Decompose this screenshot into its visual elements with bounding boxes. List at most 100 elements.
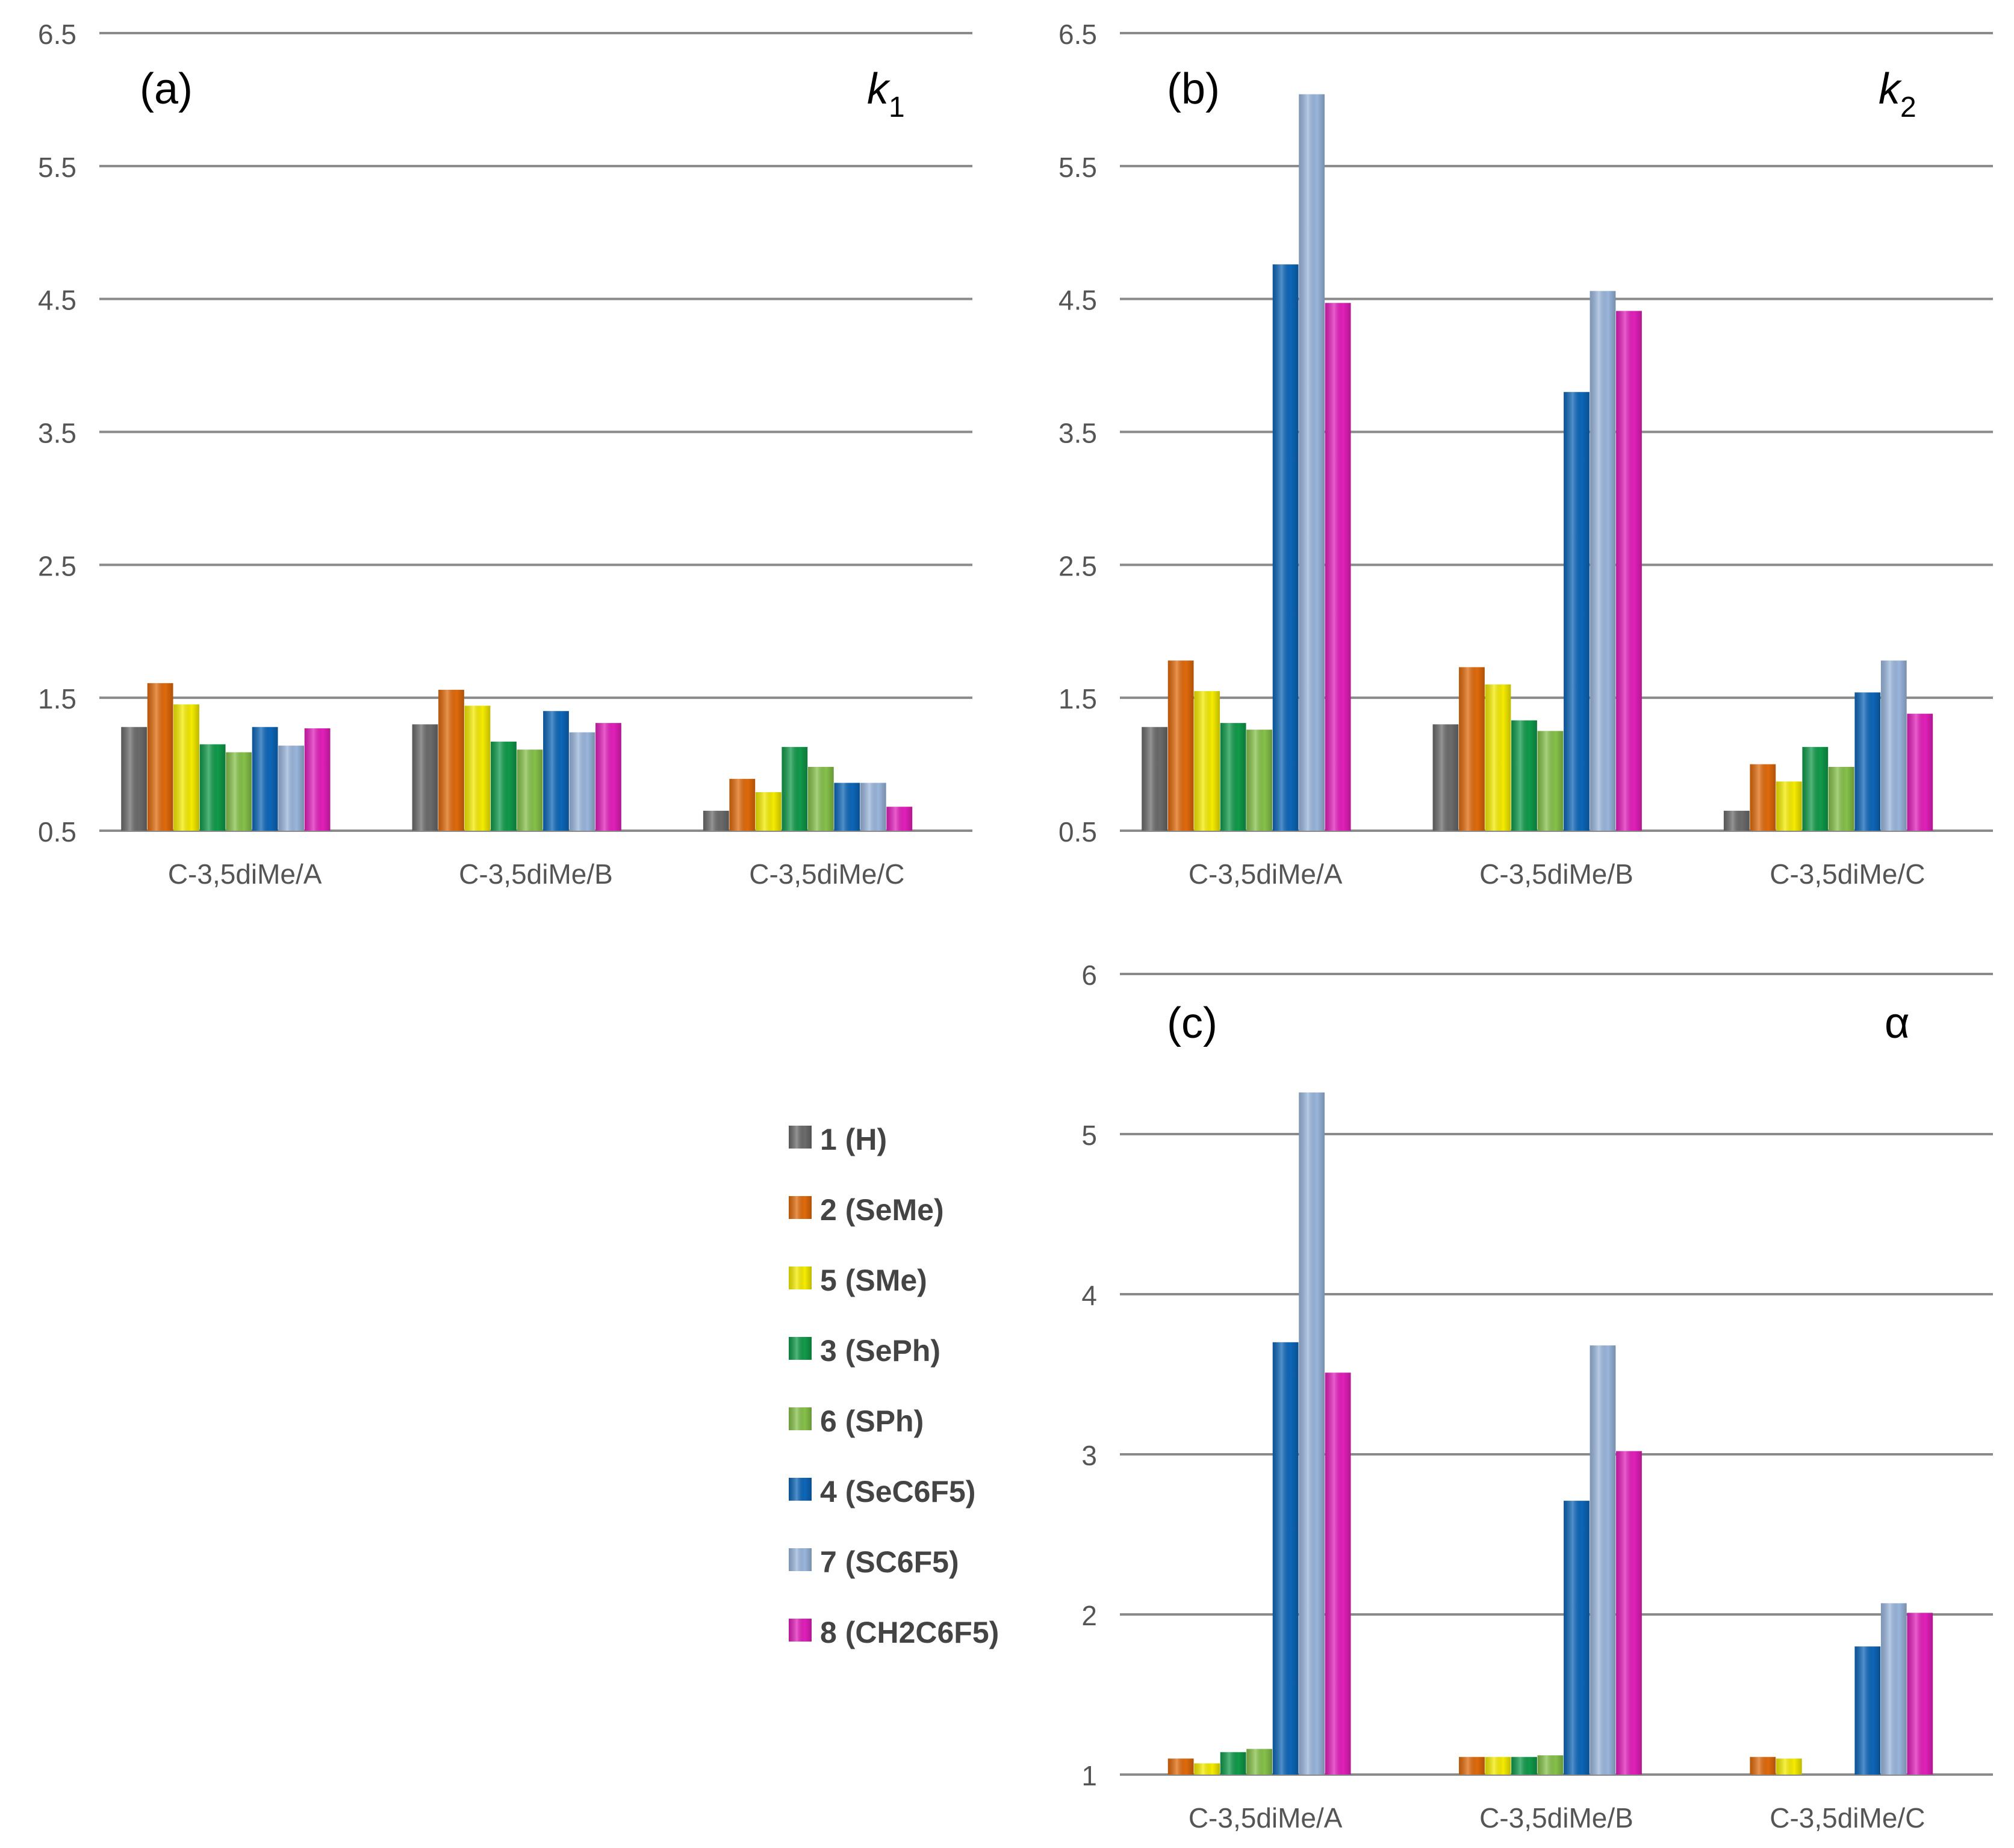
- chart-panel-a: (a) k1 6.5 5.5 4.5 3.5 2.5 1.5 0.5 C-3,5diMe/A C…: [38, 19, 972, 890]
- chart-title-main: k: [867, 65, 891, 113]
- y-tick-label: 5.5: [38, 152, 76, 183]
- chart-title: k2: [1879, 65, 1916, 123]
- x-tick-label: C-3,5diMe/B: [459, 858, 613, 890]
- legend-label: 8 (CH2C6F5): [820, 1616, 999, 1649]
- bar-shading: [1299, 94, 1325, 831]
- legend-label: 5 (SMe): [820, 1264, 927, 1297]
- bar-shading: [1776, 781, 1802, 831]
- y-tick-label: 1.5: [1058, 683, 1097, 715]
- legend-label: 7 (SC6F5): [820, 1545, 959, 1579]
- chart-title: α: [1885, 999, 1910, 1047]
- bar-shading: [1220, 723, 1246, 831]
- panel-label: (c): [1167, 999, 1217, 1047]
- y-tick-label: 0.5: [1058, 816, 1097, 848]
- bar-shading: [1325, 1372, 1351, 1775]
- bar-shading: [199, 744, 226, 831]
- chart-title-subscript: 1: [889, 91, 905, 123]
- y-tick-label: 4: [1081, 1280, 1097, 1311]
- bar-shading: [860, 783, 886, 831]
- legend-label: 4 (SeC6F5): [820, 1475, 975, 1508]
- legend-swatch-shading: [789, 1407, 812, 1430]
- bar-shading: [1880, 1603, 1907, 1775]
- bar-shading: [1828, 767, 1854, 831]
- y-tick-label: 3.5: [38, 418, 76, 449]
- bar-shading: [1564, 392, 1590, 831]
- bar-shading: [886, 807, 913, 831]
- bar-shading: [1750, 764, 1776, 831]
- legend-swatch-shading: [789, 1196, 812, 1219]
- x-tick-label: C-3,5diMe/A: [1189, 1802, 1343, 1834]
- bar-shading: [595, 723, 621, 831]
- x-tick-label: C-3,5diMe/C: [1770, 858, 1925, 890]
- bar-shading: [1272, 1342, 1299, 1775]
- y-tick-label: 6.5: [1058, 19, 1097, 50]
- y-tick-label: 4.5: [1058, 285, 1097, 316]
- legend: 1 (H) 2 (SeMe) 5 (SMe) 3 (SePh) 6 (SPh) 4 (Se…: [789, 1123, 999, 1649]
- bar-shading: [1167, 660, 1194, 831]
- bar-shading: [703, 810, 729, 831]
- y-tick-label: 3: [1081, 1440, 1097, 1471]
- bar-shading: [1142, 727, 1168, 831]
- bar-shading: [1194, 691, 1220, 831]
- bar-shading: [1246, 1749, 1273, 1775]
- x-tick-label: C-3,5diMe/B: [1479, 858, 1633, 890]
- chart-panel-c: (c) α 6 5 4 3 2 1 C-3,5diMe/A C-3,5diMe/B C-3,5d…: [1081, 960, 1993, 1834]
- bar-shading: [438, 689, 464, 831]
- chart-title-subscript: 2: [1900, 91, 1916, 123]
- y-tick-label: 4.5: [38, 285, 76, 316]
- bar-shading: [226, 752, 252, 831]
- panel-label: (a): [140, 65, 193, 113]
- y-tick-label: 6.5: [38, 19, 76, 50]
- bar-shading: [1537, 1755, 1564, 1775]
- y-tick-label: 2.5: [38, 550, 76, 581]
- bar-shading: [147, 683, 173, 831]
- bar-shading: [834, 783, 860, 831]
- bar-shading: [304, 728, 331, 831]
- x-tick-label: C-3,5diMe/A: [1189, 858, 1343, 890]
- bar-shading: [1325, 303, 1351, 831]
- bar-shading: [1590, 1345, 1616, 1775]
- bar-shading: [755, 792, 782, 831]
- bar-shading: [1907, 713, 1933, 831]
- bar-shading: [782, 746, 808, 831]
- x-tick-label: C-3,5diMe/A: [168, 858, 322, 890]
- bar-shading: [1220, 1752, 1246, 1775]
- chart-panel-b: (b) k2 6.5 5.5 4.5 3.5 2.5 1.5 0.5 C-3,5diMe/A C…: [1058, 19, 1993, 890]
- bar-shading: [1616, 311, 1642, 831]
- bar-shading: [1511, 1757, 1537, 1775]
- legend-swatch-shading: [789, 1619, 812, 1642]
- y-tick-label: 2: [1081, 1600, 1097, 1631]
- y-tick-label: 2.5: [1058, 550, 1097, 581]
- bar-shading: [1854, 1646, 1881, 1775]
- bar-shading: [543, 711, 569, 831]
- bar-shading: [412, 724, 438, 831]
- bar-shading: [1616, 1451, 1642, 1775]
- legend-label: 6 (SPh): [820, 1404, 924, 1438]
- bar-shading: [1537, 731, 1564, 831]
- bar-shading: [1299, 1092, 1325, 1775]
- bar-shading: [807, 767, 834, 831]
- x-tick-label: C-3,5diMe/B: [1479, 1802, 1633, 1834]
- chart-title: k1: [867, 65, 905, 123]
- legend-swatch-shading: [789, 1478, 812, 1501]
- bar-shading: [1907, 1613, 1933, 1775]
- legend-label: 3 (SePh): [820, 1334, 940, 1368]
- bar-shading: [1246, 730, 1273, 831]
- bar-shading: [1485, 1757, 1511, 1775]
- y-tick-label: 6: [1081, 960, 1097, 991]
- bar-shading: [1459, 1757, 1485, 1775]
- bar-shading: [491, 742, 517, 831]
- bar-shading: [569, 732, 595, 831]
- chart-title-main: k: [1879, 65, 1903, 113]
- y-tick-label: 1: [1081, 1760, 1097, 1791]
- bar-shading: [252, 727, 278, 831]
- bar-shading: [1723, 810, 1750, 831]
- bar-shading: [729, 778, 756, 831]
- bar-shading: [1750, 1757, 1776, 1775]
- bar-shading: [1432, 724, 1459, 831]
- bar-shading: [1802, 746, 1829, 831]
- bar-shading: [1880, 660, 1907, 831]
- bar-shading: [1776, 1758, 1802, 1775]
- y-tick-label: 5.5: [1058, 152, 1097, 183]
